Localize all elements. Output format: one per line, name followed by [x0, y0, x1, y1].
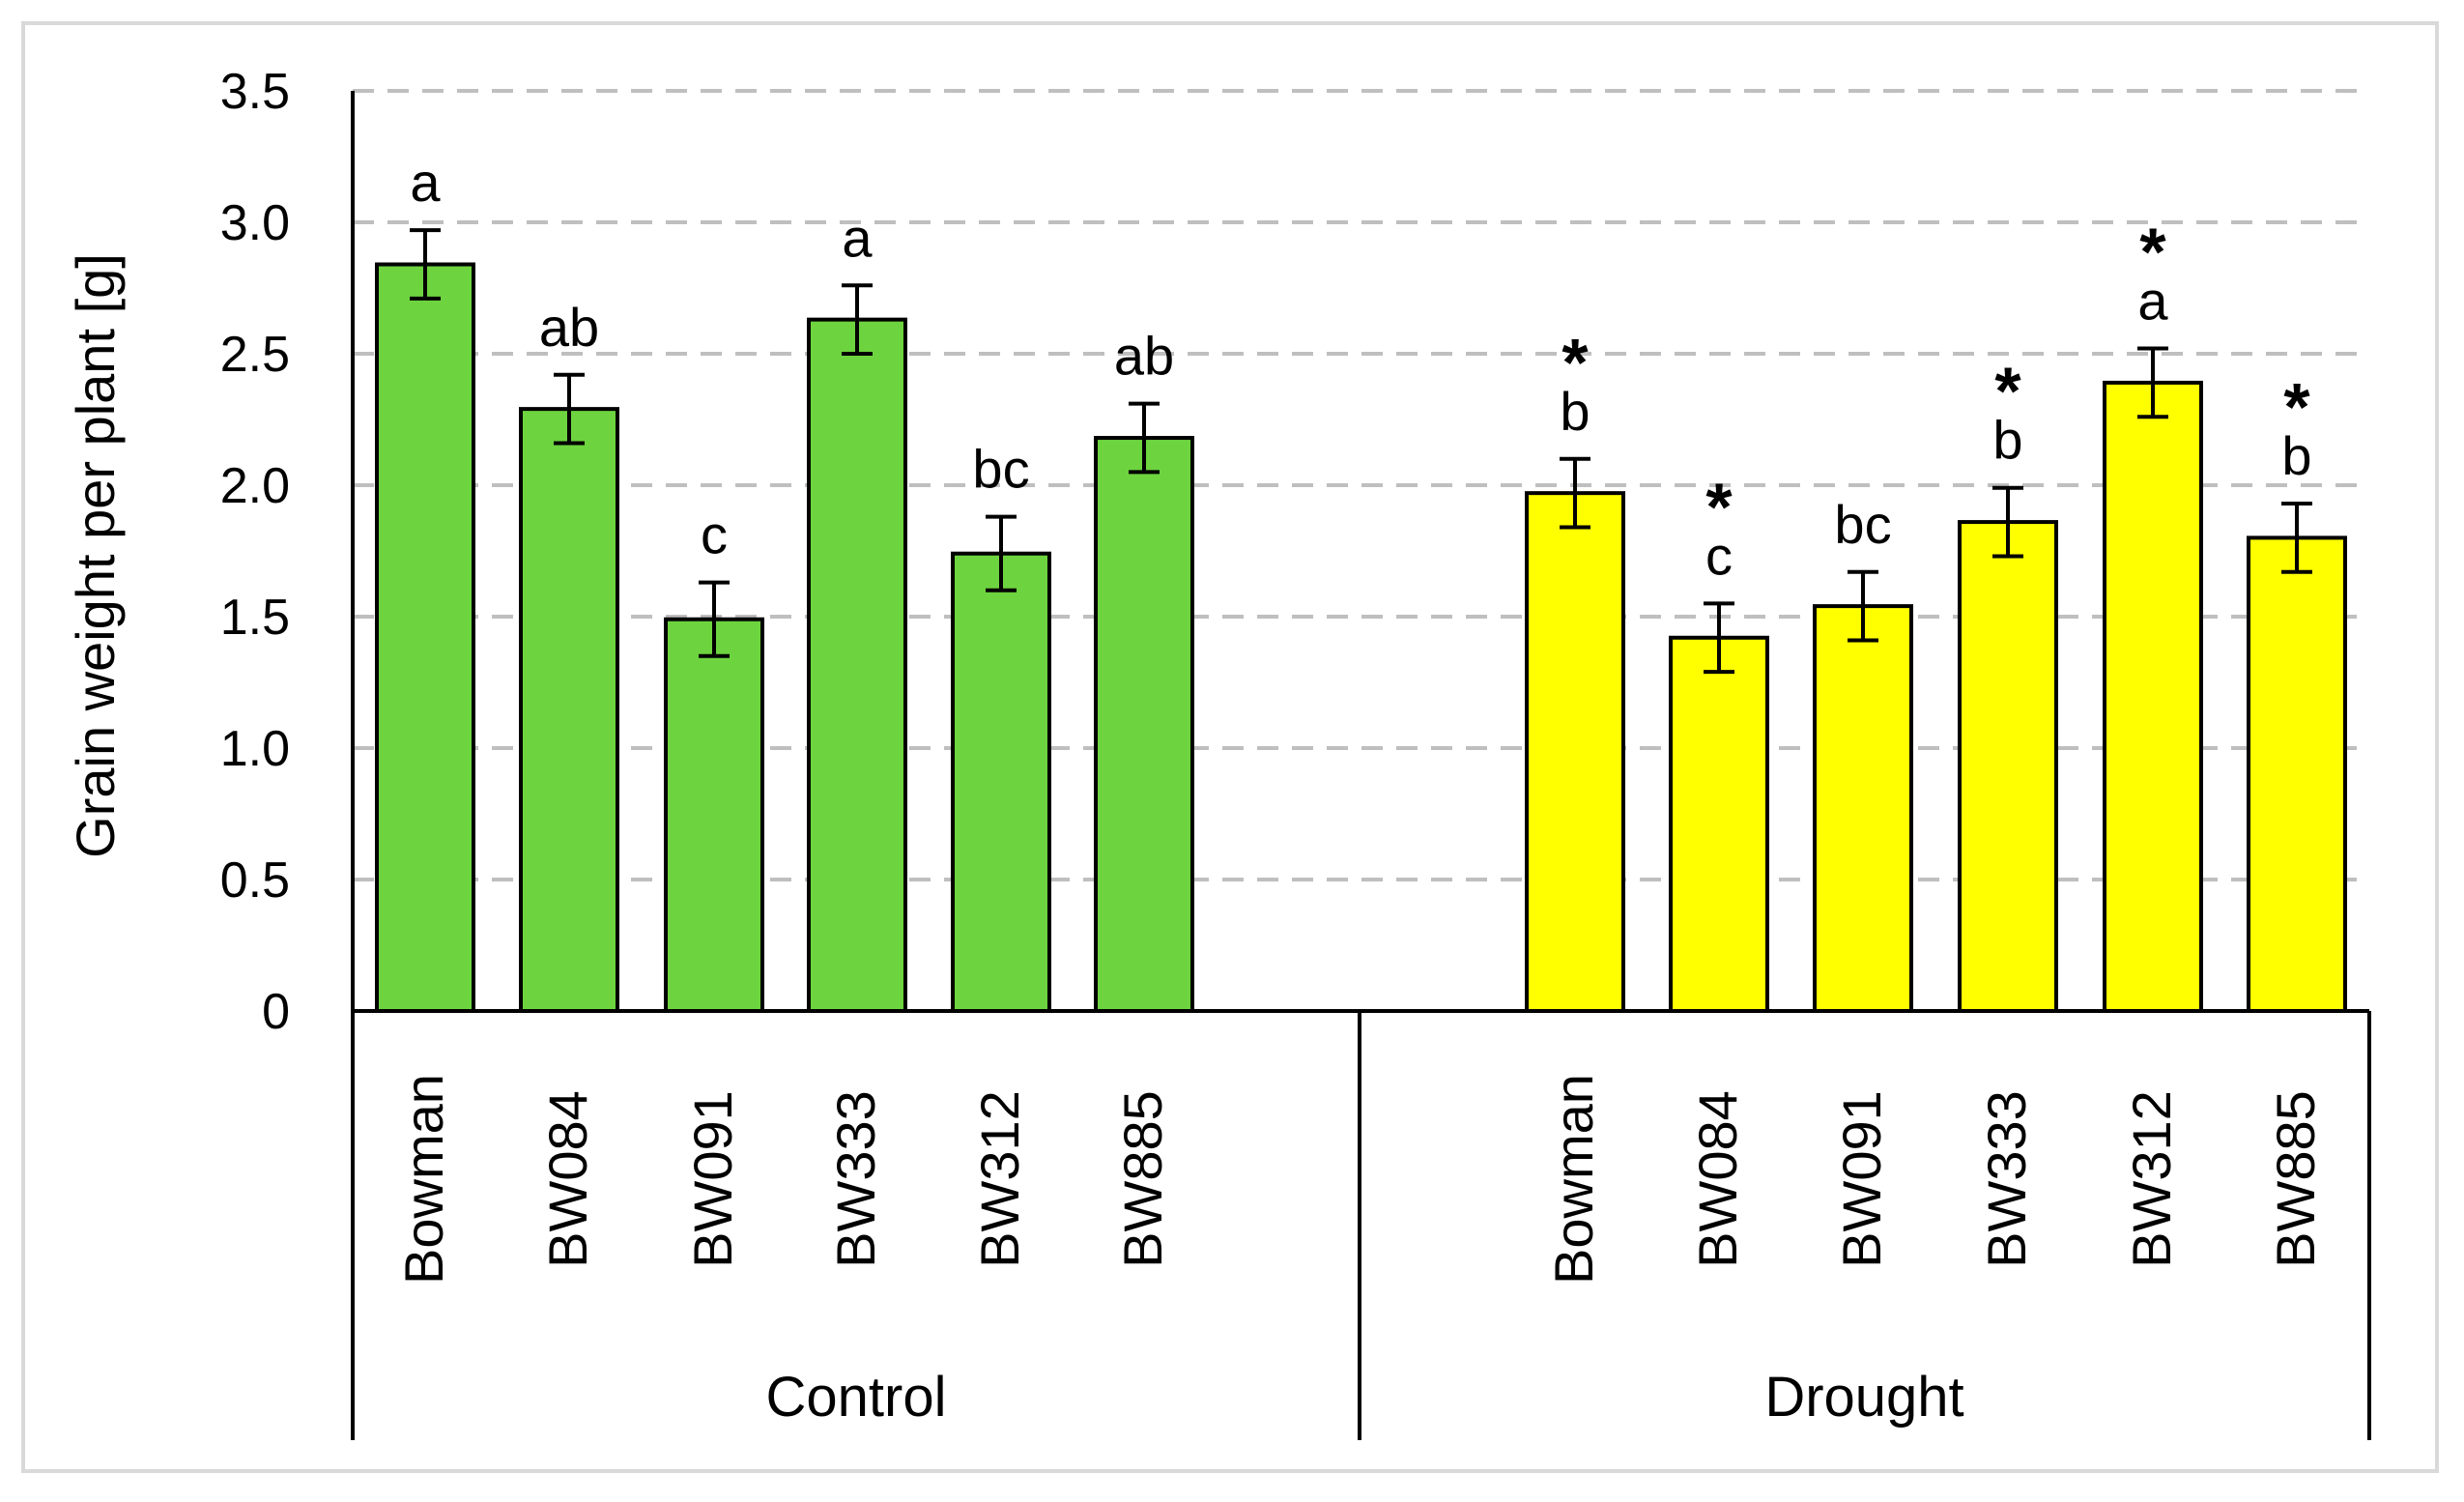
x-category-label: BW312	[2121, 1090, 2182, 1268]
significance-letter: b	[1992, 410, 2022, 471]
x-category-label: BW091	[1831, 1090, 1892, 1268]
y-tick-label: 3.5	[220, 64, 290, 120]
bar	[807, 317, 907, 1013]
significance-star: *	[1561, 325, 1589, 400]
bar	[1958, 520, 2058, 1014]
x-category-label: BW312	[969, 1090, 1030, 1268]
significance-star: *	[1994, 354, 2021, 429]
y-tick-label: 0.5	[220, 852, 290, 909]
significance-letter: bc	[972, 439, 1029, 500]
bar	[1094, 436, 1194, 1014]
gridlines	[353, 89, 2369, 881]
bars	[375, 228, 2347, 1014]
y-tick-label: 2.0	[220, 458, 290, 514]
x-group-label: Control	[766, 1366, 947, 1429]
bar	[951, 551, 1051, 1013]
bar	[664, 617, 764, 1013]
y-tick-label: 0	[262, 984, 290, 1040]
significance-star: *	[1705, 469, 1733, 544]
x-category-label: BW084	[1687, 1090, 1748, 1268]
bar	[375, 262, 475, 1013]
x-category-label: BW084	[537, 1090, 598, 1268]
bar	[2247, 535, 2347, 1014]
significance-letter: b	[2281, 425, 2311, 486]
significance-letter: ab	[539, 297, 599, 358]
y-tick-label: 1.0	[220, 721, 290, 777]
axes	[351, 91, 2371, 1440]
significance-letter: a	[842, 207, 873, 268]
x-category-label: BW333	[825, 1090, 886, 1268]
significance-letter: a	[2137, 271, 2168, 332]
x-category-label: BW091	[682, 1090, 743, 1268]
bar	[519, 407, 619, 1013]
y-axis-title: Grain weight per plant [g]	[65, 253, 126, 858]
significance-letter: c	[1705, 525, 1733, 586]
bar	[1669, 635, 1769, 1013]
x-category-label: BW885	[2265, 1090, 2326, 1268]
y-tick-label: 1.5	[220, 590, 290, 646]
significance-letter: a	[410, 152, 441, 213]
x-category-label: BW333	[1976, 1090, 2037, 1268]
significance-letter: bc	[1834, 494, 1891, 555]
x-category-label: BW885	[1112, 1090, 1173, 1268]
y-tick-label: 3.0	[220, 195, 290, 251]
x-category-label: Bowman	[393, 1074, 454, 1285]
x-category-label: Bowman	[1543, 1074, 1604, 1285]
bar	[2103, 380, 2203, 1014]
significance-star: *	[2283, 369, 2310, 445]
bar	[1813, 604, 1913, 1013]
significance-letter: b	[1560, 381, 1590, 442]
significance-star: *	[2139, 215, 2166, 290]
labels: 00.51.01.52.02.53.03.5aBowmanabBW084cBW0…	[220, 64, 2326, 1429]
bar	[1525, 491, 1625, 1014]
significance-letter: ab	[1114, 326, 1174, 387]
y-tick-label: 2.5	[220, 327, 290, 383]
x-group-label: Drought	[1764, 1366, 1963, 1429]
significance-letter: c	[701, 505, 728, 565]
